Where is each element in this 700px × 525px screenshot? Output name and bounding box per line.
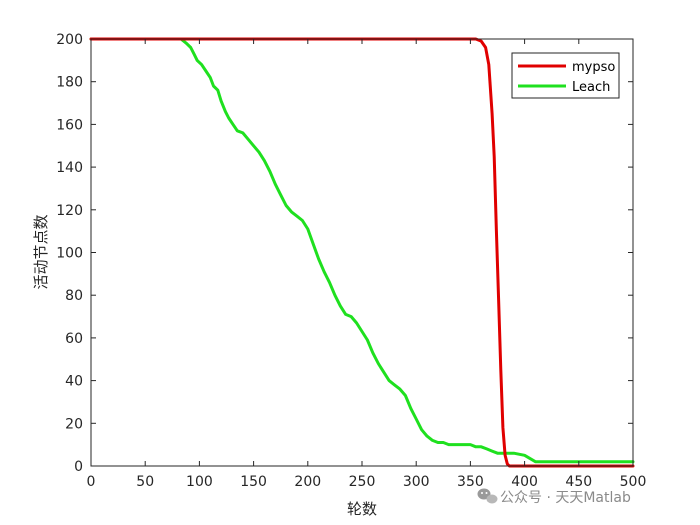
x-tick-label: 150 <box>240 474 267 490</box>
y-tick-label: 80 <box>65 288 83 304</box>
y-tick-label: 40 <box>65 374 83 390</box>
watermark: 公众号 · 天天Matlab <box>477 488 631 506</box>
legend-label-leach: Leach <box>572 80 610 95</box>
x-tick-label: 250 <box>349 474 376 490</box>
x-axis-label: 轮数 <box>347 500 377 518</box>
y-tick-label: 20 <box>65 416 83 432</box>
watermark-text: 公众号 · 天天Matlab <box>500 490 631 506</box>
x-tick-label: 300 <box>403 474 430 490</box>
series-line-mypso <box>89 37 635 468</box>
y-tick-label: 60 <box>65 331 83 347</box>
y-tick-label: 140 <box>56 160 83 176</box>
y-tick-label: 120 <box>56 203 83 219</box>
y-tick-label: 0 <box>74 459 83 475</box>
x-tick-label: 100 <box>186 474 213 490</box>
x-tick-label: 500 <box>620 474 647 490</box>
y-tick-label: 180 <box>56 75 83 91</box>
y-tick-label: 100 <box>56 246 83 262</box>
y-axis-label: 活动节点数 <box>32 214 50 289</box>
legend-label-mypso: mypso <box>572 60 615 75</box>
legend: mypso Leach <box>511 52 620 99</box>
x-tick-label: 450 <box>565 474 592 490</box>
ticks-layer: 0 50 100 150 200 250 300 350 400 450 500 0 20 40 60 80 1… <box>56 32 646 490</box>
x-tick-label: 200 <box>294 474 321 490</box>
x-tick-label: 0 <box>87 474 96 490</box>
y-tick-label: 160 <box>56 117 83 133</box>
x-tick-label: 350 <box>457 474 484 490</box>
x-tick-label: 50 <box>136 474 154 490</box>
wechat-icon <box>477 488 498 504</box>
legend-box <box>511 52 620 99</box>
x-tick-label: 400 <box>511 474 538 490</box>
plot-area <box>91 39 633 466</box>
y-tick-label: 200 <box>56 32 83 48</box>
series-layer <box>89 37 635 468</box>
